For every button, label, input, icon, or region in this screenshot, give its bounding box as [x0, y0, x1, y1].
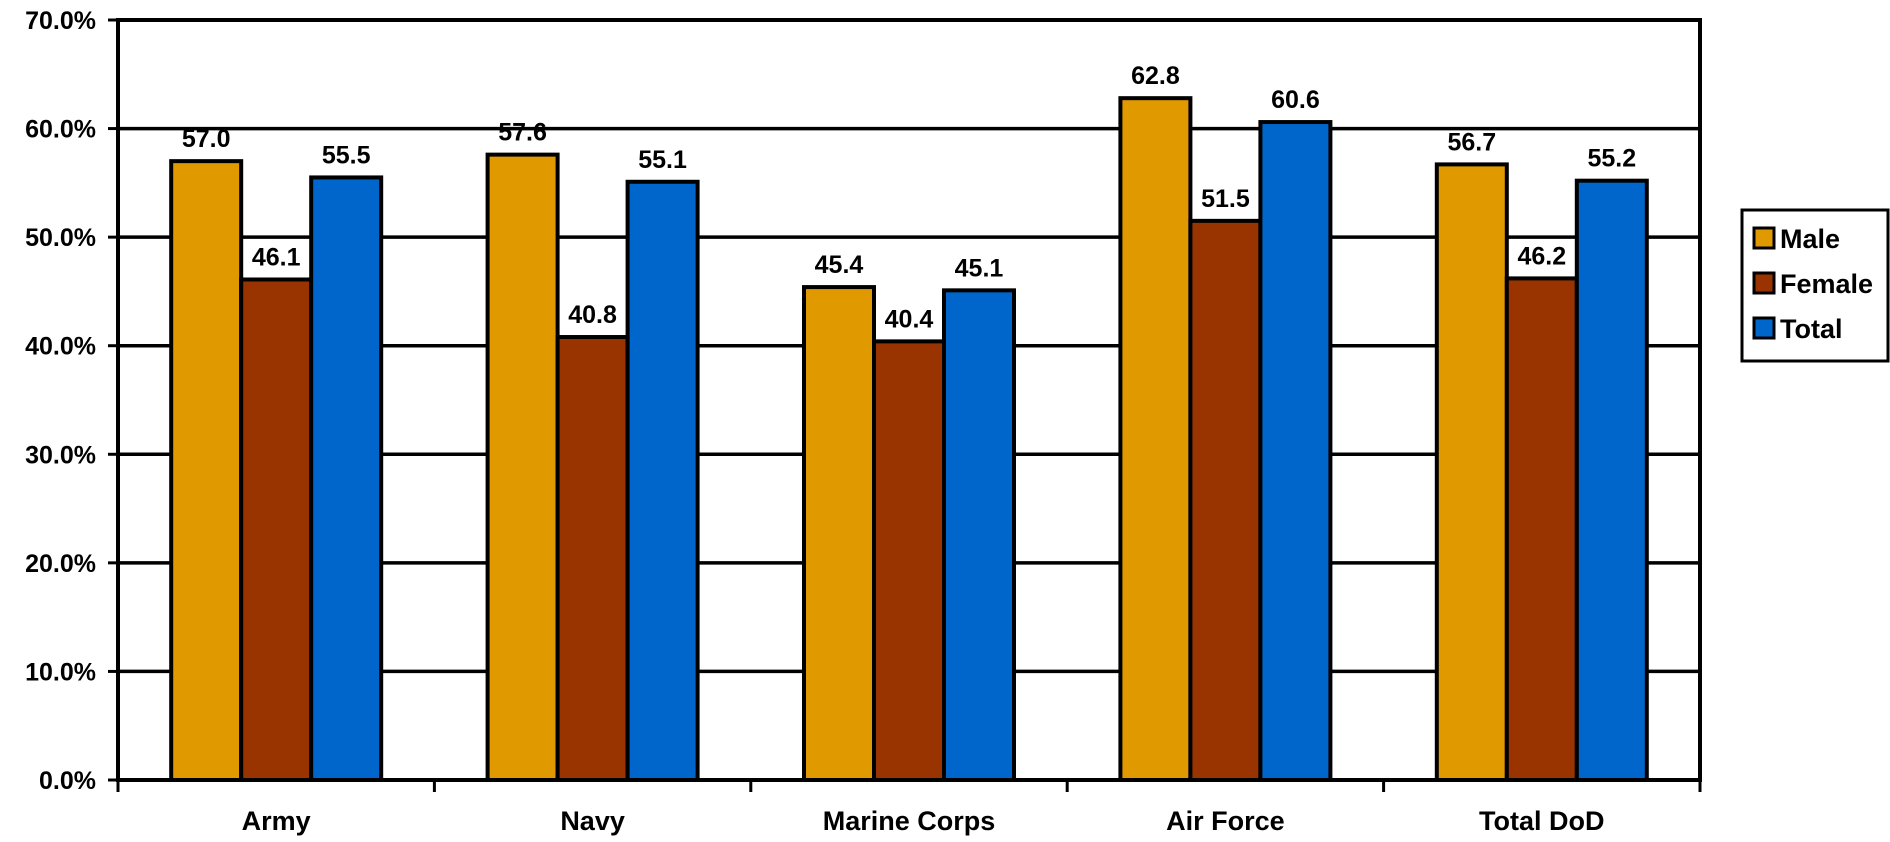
legend-label: Total [1780, 314, 1843, 344]
bars [169, 96, 1649, 783]
bar-male [802, 285, 876, 782]
y-tick-label: 60.0% [25, 116, 96, 144]
data-label: 46.2 [1517, 242, 1566, 270]
bar-total [1574, 178, 1649, 782]
legend-swatch [1752, 316, 1776, 340]
bar-total [942, 288, 1016, 782]
y-tick-label: 0.0% [39, 767, 96, 795]
legend-swatch [1752, 271, 1776, 295]
data-label: 51.5 [1201, 185, 1250, 213]
x-tick-label: Total DoD [1479, 806, 1604, 836]
data-label: 46.1 [252, 243, 301, 271]
x-tick-label: Army [242, 806, 311, 836]
y-tick-label: 70.0% [25, 7, 96, 35]
x-tick-label: Navy [560, 806, 625, 836]
data-label: 40.4 [885, 305, 934, 333]
data-label: 45.1 [955, 254, 1004, 282]
y-axis-ticks: 0.0% 10.0% 20.0% 30.0% 40.0% 50.0% 60.0% 70.0% [25, 7, 118, 795]
data-label: 45.4 [815, 251, 864, 279]
data-label: 62.8 [1131, 62, 1180, 90]
y-tick-label: 50.0% [25, 224, 96, 252]
data-label: 40.8 [568, 301, 617, 329]
x-tick-label: Marine Corps [823, 806, 996, 836]
bar-female [555, 335, 630, 782]
legend-swatch [1752, 226, 1776, 250]
data-label: 60.6 [1271, 86, 1320, 114]
y-tick-label: 20.0% [25, 550, 96, 578]
y-tick-label: 10.0% [25, 658, 96, 686]
bar-total [1258, 120, 1333, 783]
data-label: 55.5 [322, 141, 371, 169]
bar-male [169, 159, 244, 782]
y-tick-label: 30.0% [25, 441, 96, 469]
data-label: 57.0 [182, 125, 231, 153]
x-axis-ticks: Army Navy Marine Corps Air Force Total DoD [116, 780, 1702, 836]
bar-male [1118, 96, 1193, 782]
data-label: 55.2 [1587, 145, 1636, 173]
data-label: 57.6 [498, 119, 547, 147]
bar-male [485, 152, 560, 782]
x-tick-label: Air Force [1166, 806, 1285, 836]
bar-male [1434, 162, 1509, 782]
bar-total [309, 175, 384, 782]
bar-female [872, 339, 946, 782]
bar-total [625, 179, 700, 782]
data-labels: 57.0 46.1 55.5 57.6 40.8 55.1 45.4 40.4 45.1 62.8… [182, 62, 1636, 333]
data-label: 55.1 [638, 146, 687, 174]
y-tick-label: 40.0% [25, 333, 96, 361]
bar-female [1188, 218, 1263, 783]
bar-female [239, 277, 314, 782]
legend-label: Female [1780, 269, 1873, 299]
legend-label: Male [1780, 224, 1840, 254]
legend: Male Female Total [1740, 208, 1890, 363]
bar-female [1504, 276, 1579, 782]
data-label: 56.7 [1447, 128, 1496, 156]
